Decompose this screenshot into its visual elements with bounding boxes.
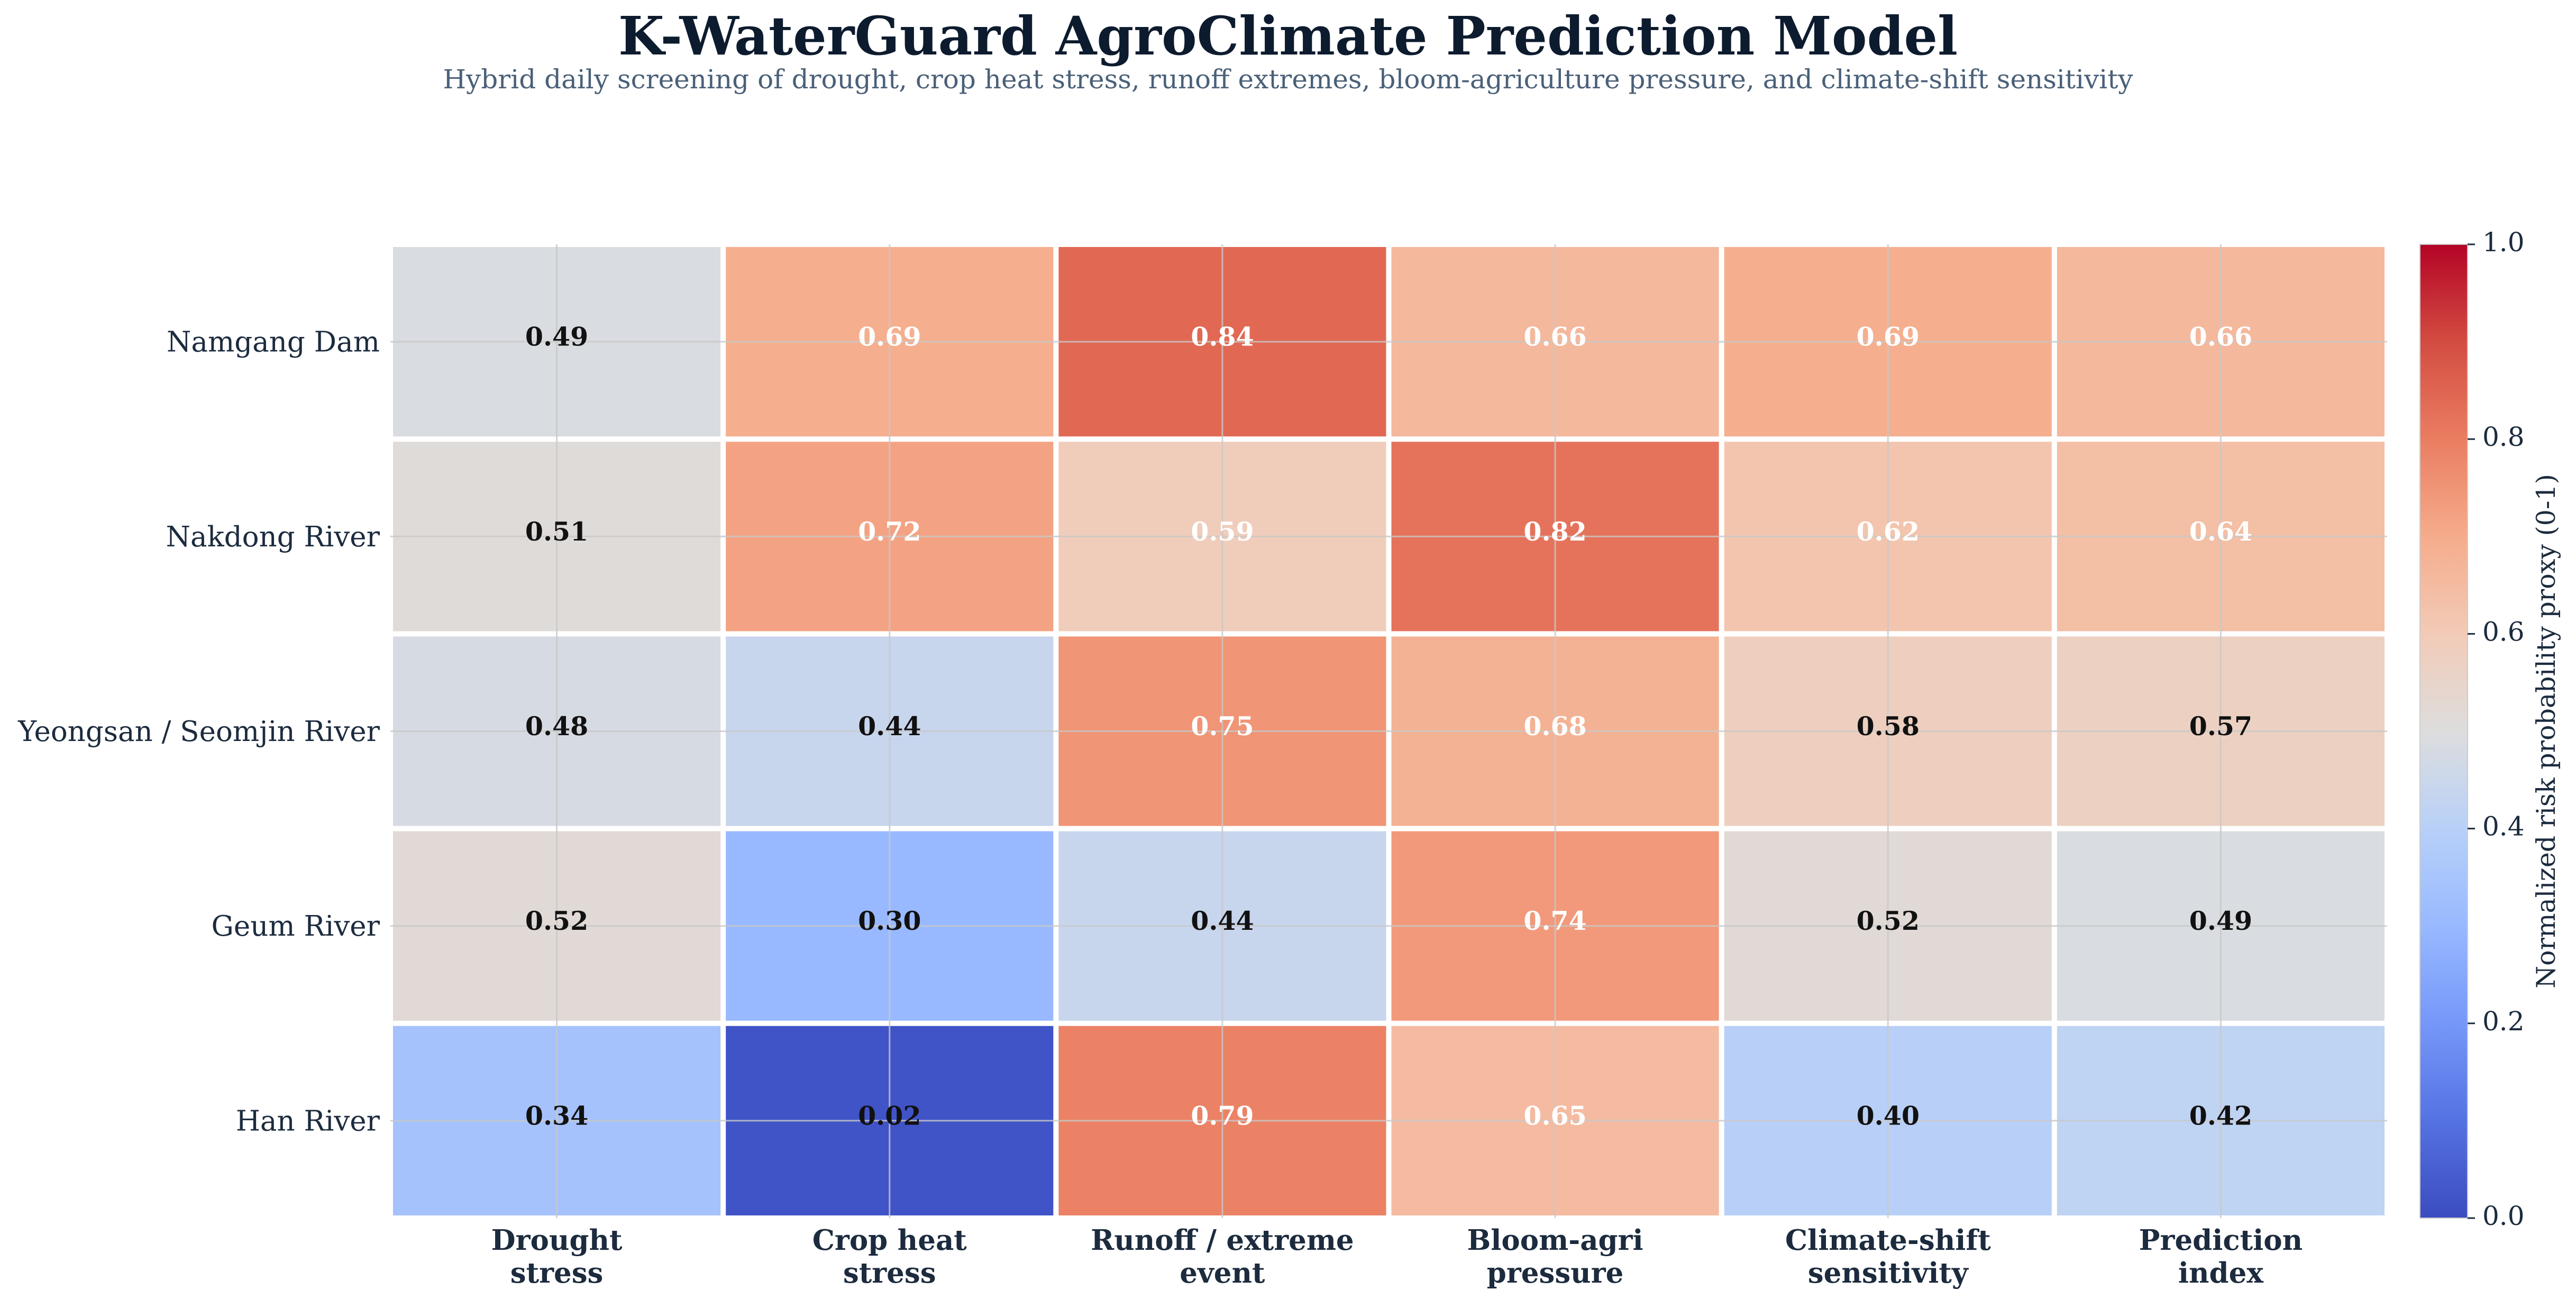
chart-subtitle: Hybrid daily screening of drought, crop … xyxy=(443,64,2133,95)
column-label: Climate-shift xyxy=(1785,1224,1991,1257)
column-label: Runoff / extreme xyxy=(1091,1224,1354,1257)
row-label: Namgang Dam xyxy=(167,326,380,359)
cell-value-label: 0.49 xyxy=(2189,905,2252,936)
cell-value-label: 0.59 xyxy=(1191,516,1254,547)
column-label: Drought xyxy=(491,1224,623,1257)
colorbar-tick-label: 0.8 xyxy=(2482,422,2525,452)
colorbar-tick-label: 0.4 xyxy=(2482,811,2525,842)
cell-value-label: 0.57 xyxy=(2189,711,2252,742)
cell-value-label: 0.69 xyxy=(1857,322,1920,352)
cell-value-label: 0.82 xyxy=(1523,516,1586,547)
colorbar-gradient xyxy=(2419,244,2468,1219)
cell-value-label: 0.49 xyxy=(525,322,588,352)
colorbar: 0.0 0.2 0.4 0.6 0.8 1.0 Normalized risk probab… xyxy=(2419,227,2561,1231)
cell-value-label: 0.66 xyxy=(2189,322,2252,352)
column-label: stress xyxy=(510,1257,604,1289)
cell-value-label: 0.62 xyxy=(1857,516,1920,547)
cell-value-label: 0.72 xyxy=(858,516,921,547)
column-label: stress xyxy=(843,1257,936,1289)
column-label: Crop heat xyxy=(812,1224,967,1257)
colorbar-tick-label: 0.0 xyxy=(2482,1201,2525,1231)
row-label: Nakdong River xyxy=(166,521,380,553)
cell-value-label: 0.66 xyxy=(1523,322,1586,352)
colorbar-tick-label: 0.2 xyxy=(2482,1006,2525,1037)
cell-value-label: 0.34 xyxy=(525,1100,588,1131)
cell-value-label: 0.68 xyxy=(1523,711,1586,742)
cell-value-label: 0.52 xyxy=(525,905,588,936)
column-label: sensitivity xyxy=(1808,1257,1969,1289)
column-label: event xyxy=(1180,1257,1265,1289)
cell-value-label: 0.84 xyxy=(1191,322,1254,352)
cell-value-label: 0.44 xyxy=(858,711,921,742)
cell-value-label: 0.69 xyxy=(858,322,921,352)
cell-value-label: 0.48 xyxy=(525,711,588,742)
row-labels: Namgang Dam Nakdong River Yeongsan / Seomj… xyxy=(17,326,380,1138)
cell-value-label: 0.44 xyxy=(1191,905,1254,936)
cell-value-label: 0.51 xyxy=(525,516,588,547)
row-label: Geum River xyxy=(212,910,380,943)
column-label: pressure xyxy=(1487,1257,1624,1289)
cell-value-label: 0.40 xyxy=(1857,1100,1920,1131)
heatmap-value-labels: 0.49 0.69 0.84 0.66 0.69 0.66 0.51 0.72 0.59 0.82… xyxy=(525,322,2252,1131)
column-label: Prediction xyxy=(2139,1224,2303,1257)
cell-value-label: 0.58 xyxy=(1857,711,1920,742)
cell-value-label: 0.65 xyxy=(1523,1100,1586,1131)
row-label: Han River xyxy=(236,1105,380,1137)
cell-value-label: 0.30 xyxy=(858,905,921,936)
column-label: index xyxy=(2178,1257,2263,1289)
colorbar-tick-label: 1.0 xyxy=(2482,227,2525,258)
cell-value-label: 0.64 xyxy=(2189,516,2252,547)
colorbar-tick-label: 0.6 xyxy=(2482,616,2525,647)
cell-value-label: 0.75 xyxy=(1191,711,1254,742)
column-label: Bloom-agri xyxy=(1467,1224,1643,1257)
cell-value-label: 0.52 xyxy=(1857,905,1920,936)
heatmap-gridlines xyxy=(390,244,2387,1218)
cell-value-label: 0.79 xyxy=(1191,1100,1254,1131)
chart-title: K-WaterGuard AgroClimate Prediction Mode… xyxy=(618,5,1958,67)
row-label: Yeongsan / Seomjin River xyxy=(17,716,380,748)
colorbar-label: Normalized risk probability proxy (0-1) xyxy=(2531,474,2561,989)
cell-value-label: 0.02 xyxy=(858,1100,921,1131)
cell-value-label: 0.42 xyxy=(2189,1100,2252,1131)
cell-value-label: 0.74 xyxy=(1523,905,1586,936)
